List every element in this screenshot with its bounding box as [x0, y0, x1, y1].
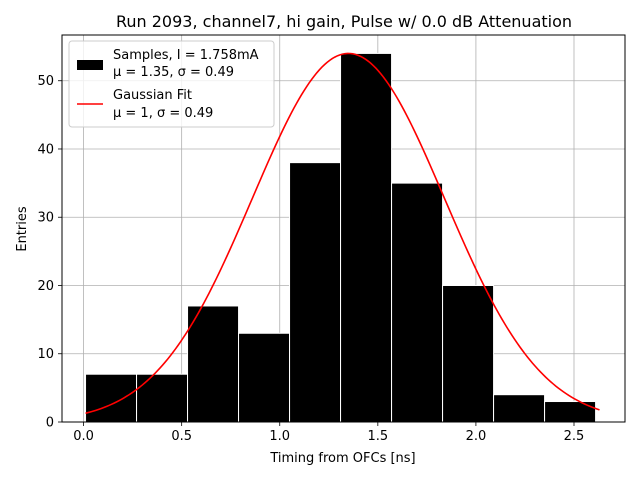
- histogram-bar: [85, 373, 138, 423]
- x-tick-label: 1.5: [367, 429, 388, 444]
- x-tick-label: 2.0: [466, 429, 487, 444]
- histogram-bar: [187, 305, 240, 423]
- plot-frame: [61, 34, 626, 423]
- histogram-bar: [493, 394, 546, 423]
- gaussian-fit-line: [85, 52, 600, 415]
- legend-box: [68, 40, 275, 128]
- y-tick-label: 30: [37, 211, 54, 226]
- legend: Samples, I = 1.758mA μ = 1.35, σ = 0.49 …: [68, 40, 275, 128]
- x-axis-ticks: 0.0 0.5 1.0 1.5 2.0 2.5: [73, 422, 584, 444]
- legend-fit-stats: μ = 1, σ = 0.49: [113, 106, 213, 121]
- legend-samples-label: Samples, I = 1.758mA: [113, 48, 259, 63]
- legend-fit-label: Gaussian Fit: [113, 88, 192, 103]
- histogram-bar: [442, 284, 495, 423]
- y-tick-label: 10: [37, 347, 54, 362]
- y-tick-label: 0: [46, 416, 54, 431]
- histogram-bars: [85, 52, 597, 423]
- y-axis-ticks: 0 10 20 30 40 50: [37, 74, 62, 431]
- histogram-bar: [544, 401, 597, 423]
- histogram-bar: [238, 332, 291, 423]
- legend-samples-patch: [77, 60, 103, 70]
- legend-samples-stats: μ = 1.35, σ = 0.49: [113, 65, 234, 80]
- y-tick-label: 20: [37, 279, 54, 294]
- histogram-bar: [340, 52, 393, 423]
- x-tick-label: 1.0: [269, 429, 290, 444]
- y-tick-label: 40: [37, 142, 54, 157]
- gaussian-fit-curve: [85, 52, 600, 415]
- y-tick-label: 50: [37, 74, 54, 89]
- x-axis-label: Timing from OFCs [ns]: [269, 451, 415, 466]
- histogram-bar: [136, 373, 189, 423]
- x-tick-label: 2.5: [564, 429, 585, 444]
- chart-title: Run 2093, channel7, hi gain, Pulse w/ 0.…: [116, 12, 572, 31]
- histogram-bar: [289, 162, 342, 423]
- histogram-bar: [391, 182, 444, 423]
- y-axis-label: Entries: [15, 206, 30, 252]
- x-tick-label: 0.0: [73, 429, 94, 444]
- x-tick-label: 0.5: [171, 429, 192, 444]
